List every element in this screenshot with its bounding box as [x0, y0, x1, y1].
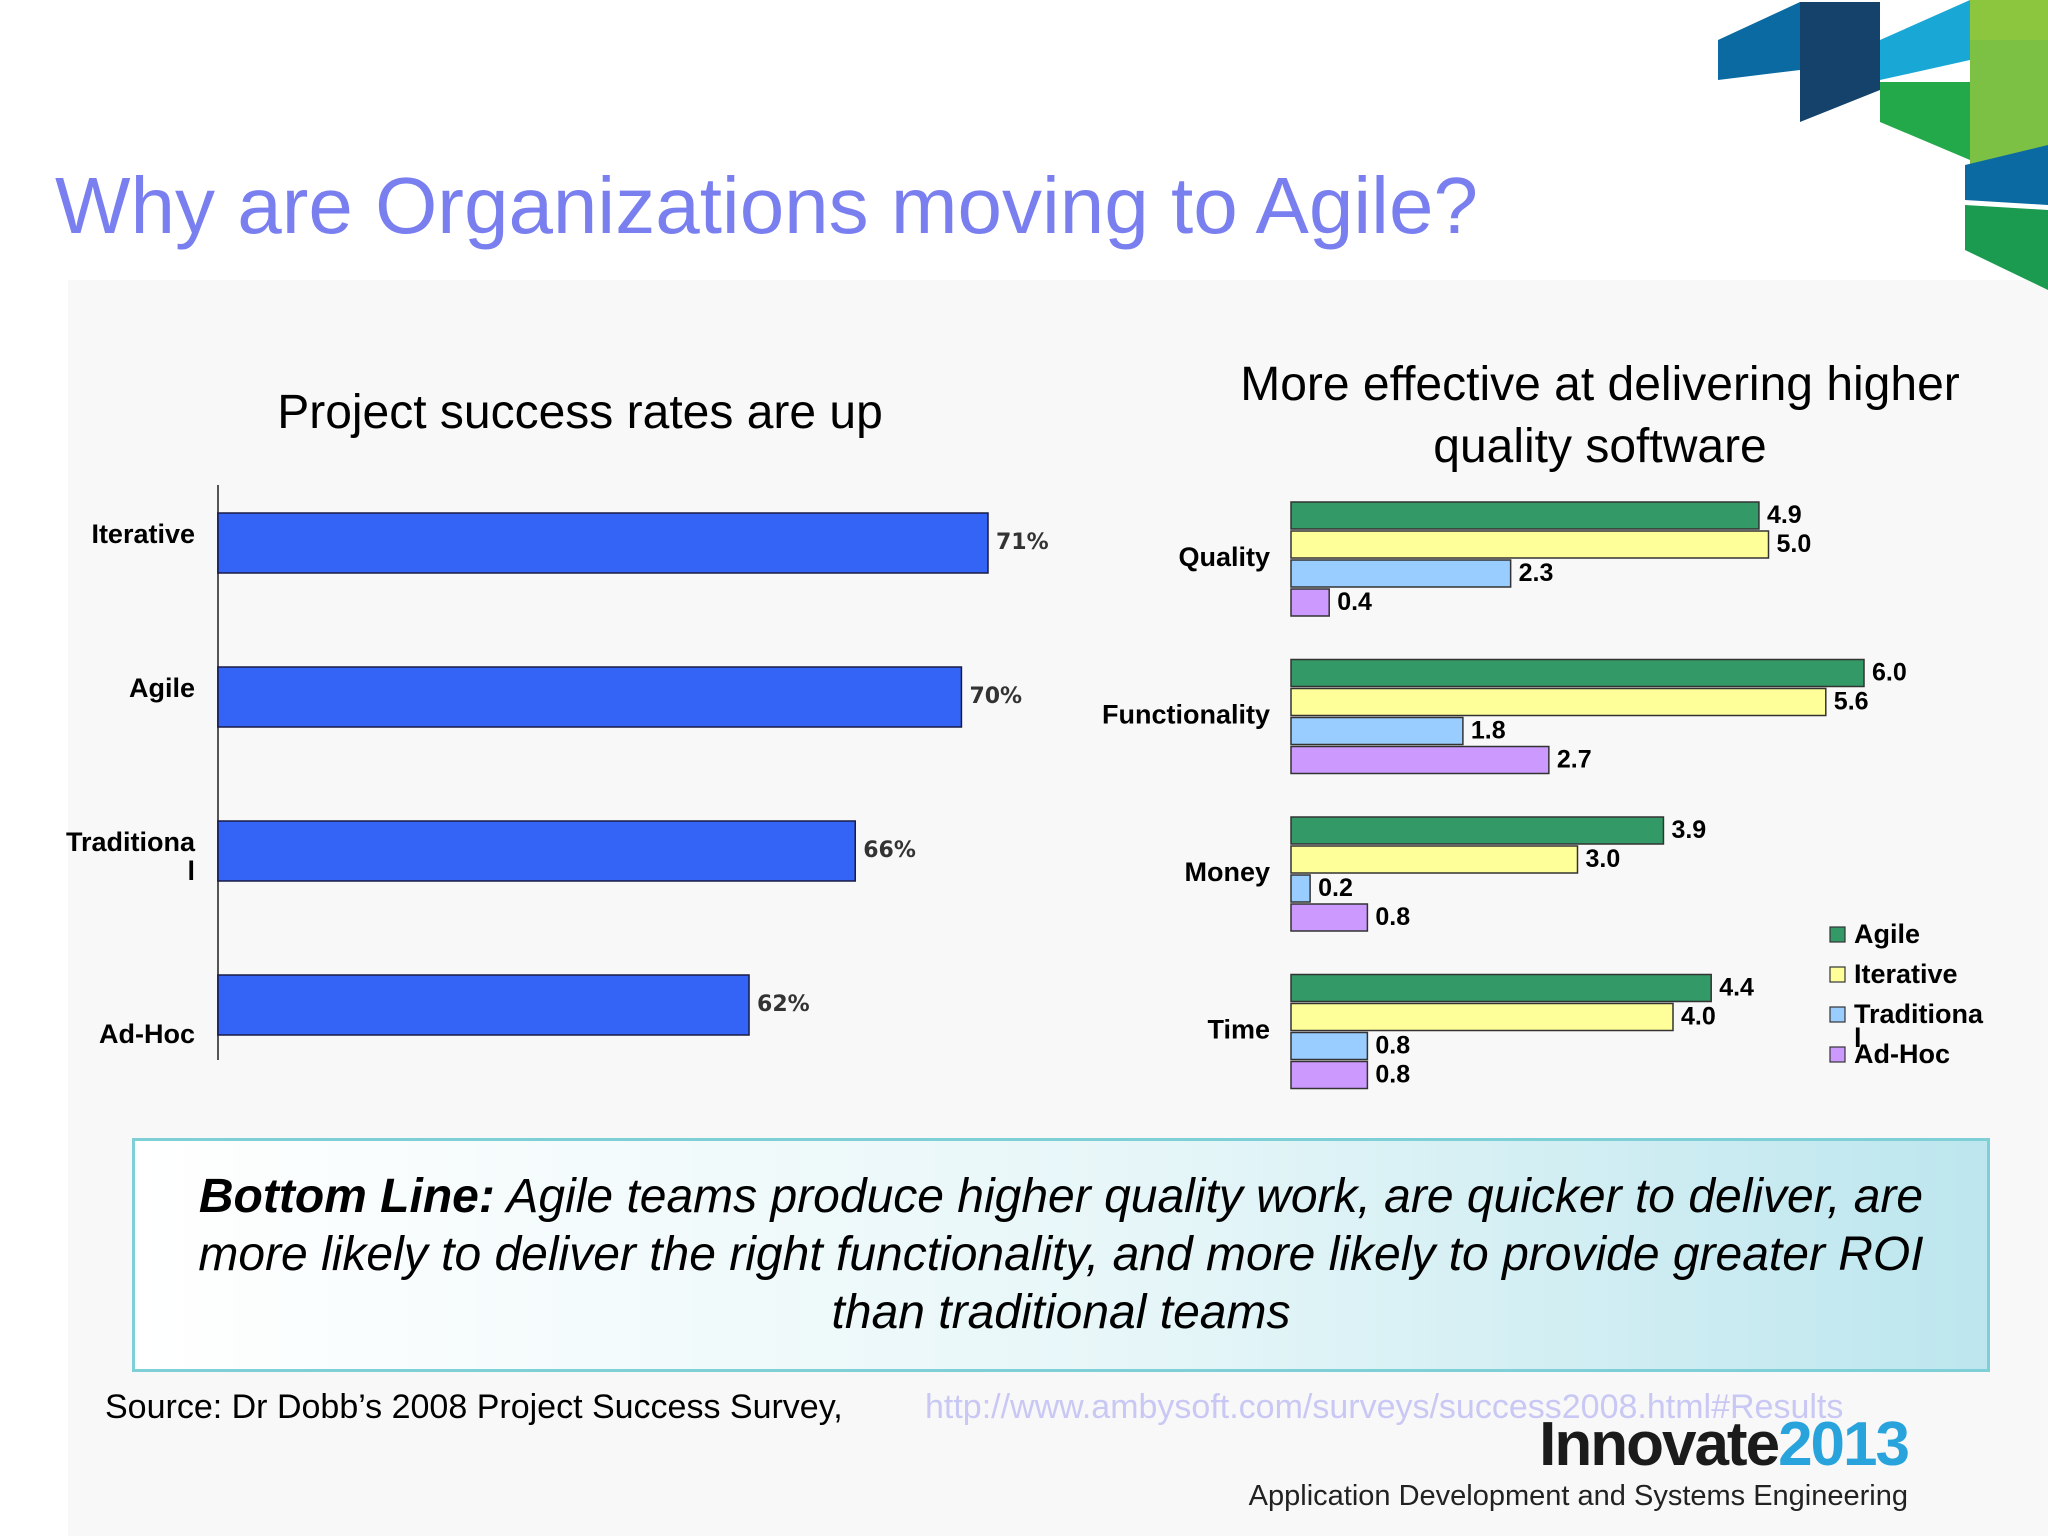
deco-shape-2 — [1800, 2, 1880, 122]
bar-quality-agile — [1290, 501, 1760, 530]
bar-money-traditional — [1290, 874, 1311, 903]
category-label: Agile — [129, 673, 195, 703]
data-label: 0.4 — [1337, 588, 1372, 616]
bar-quality-ad-hoc — [1290, 588, 1330, 617]
data-label: 4.4 — [1719, 974, 1754, 1002]
brand-logo: Innovate2013 Application Development and… — [1248, 1410, 1910, 1513]
bar-agile — [217, 666, 963, 728]
legend-label: Agile — [1854, 919, 1920, 949]
deco-shape-3 — [1880, 0, 1970, 80]
deco-shape-4 — [1970, 0, 2048, 40]
bar-time-ad-hoc — [1290, 1060, 1369, 1090]
legend-swatch — [1829, 1046, 1846, 1063]
data-label: 70% — [969, 684, 1022, 709]
bar-iterative — [217, 512, 989, 574]
category-label: Ad-Hoc — [99, 1019, 195, 1049]
data-label: 0.2 — [1318, 874, 1353, 902]
data-label: 4.0 — [1681, 1003, 1716, 1031]
source-link[interactable]: http://www.ambysoft.com/surveys/success2… — [925, 1388, 1844, 1426]
bottom-line-box: Bottom Line: Agile teams produce higher … — [132, 1138, 1990, 1372]
bar-ad-hoc — [217, 974, 750, 1036]
bar-functionality-ad-hoc — [1290, 745, 1550, 775]
bar-money-agile — [1290, 816, 1665, 845]
legend-swatch — [1829, 926, 1846, 943]
bar-functionality-agile — [1290, 658, 1865, 688]
legend-label: Iterative — [1854, 959, 1958, 989]
legend-swatch — [1829, 1006, 1846, 1023]
data-label: 0.8 — [1375, 1061, 1410, 1089]
data-label: 66% — [863, 838, 916, 863]
data-label: 1.8 — [1471, 717, 1506, 745]
bar-time-iterative — [1290, 1002, 1674, 1032]
data-label: 3.0 — [1586, 845, 1621, 873]
bar-quality-iterative — [1290, 530, 1770, 559]
bar-functionality-iterative — [1290, 687, 1827, 717]
brand-name-text: Innovate — [1539, 1410, 1780, 1479]
bottom-line-label: Bottom Line: — [198, 1170, 495, 1223]
legend-label: Traditiona — [1854, 999, 1984, 1029]
corner-decoration-logo — [1718, 0, 2048, 290]
data-label: 0.8 — [1375, 903, 1410, 931]
legend-swatch — [1829, 966, 1846, 983]
category-label: Iterative — [91, 519, 195, 549]
data-label: 5.6 — [1834, 688, 1869, 716]
bar-money-iterative — [1290, 845, 1579, 874]
deco-shape-7 — [1965, 145, 2048, 205]
deco-shape-8 — [1965, 205, 2048, 290]
legend-label: l — [1854, 1023, 1862, 1053]
bottom-line-text: Bottom Line: Agile teams produce higher … — [135, 1168, 1987, 1342]
data-label: 4.9 — [1767, 501, 1802, 529]
left-chart-title: Project success rates are up — [277, 386, 883, 439]
category-label: Functionality — [1102, 700, 1270, 730]
source-text: Source: Dr Dobb’s 2008 Project Success S… — [105, 1388, 843, 1426]
bar-time-agile — [1290, 973, 1712, 1003]
quality-chart: 4.95.0 2.3 0.4 Quality 6.05.6 1.8 2.7 Functiona… — [1102, 501, 1984, 1090]
category-label: l — [187, 856, 195, 886]
category-label: Money — [1184, 857, 1270, 887]
bar-traditional — [217, 820, 856, 882]
slide-title: Why are Organizations moving to Agile? — [55, 161, 1478, 250]
bar-functionality-traditional — [1290, 716, 1464, 746]
bottom-line-body: Agile teams produce higher quality work,… — [198, 1170, 1924, 1339]
data-label: 62% — [757, 992, 810, 1017]
deco-shape-1 — [1718, 2, 1800, 80]
bar-money-ad-hoc — [1290, 903, 1369, 932]
data-label: 5.0 — [1777, 530, 1812, 558]
bar-quality-traditional — [1290, 559, 1512, 588]
right-chart-title: More effective at delivering higher qual… — [1240, 358, 1960, 473]
bar-time-traditional — [1290, 1031, 1369, 1061]
data-label: 71% — [996, 530, 1049, 555]
data-label: 6.0 — [1872, 659, 1907, 687]
category-label: Traditiona — [66, 827, 196, 857]
brand-year: 2013 — [1778, 1410, 1910, 1479]
deco-shape-5 — [1880, 82, 1970, 160]
data-label: 2.3 — [1519, 559, 1554, 587]
data-label: 0.8 — [1375, 1032, 1410, 1060]
data-label: 2.7 — [1557, 746, 1592, 774]
brand-name: Innovate2013 — [1249, 1410, 1910, 1479]
brand-subtitle: Application Development and Systems Engi… — [1248, 1480, 1908, 1512]
legend-label: Ad-Hoc — [1854, 1039, 1950, 1069]
data-label: 3.9 — [1671, 816, 1706, 844]
category-label: Quality — [1178, 542, 1270, 572]
category-label: Time — [1207, 1015, 1270, 1045]
